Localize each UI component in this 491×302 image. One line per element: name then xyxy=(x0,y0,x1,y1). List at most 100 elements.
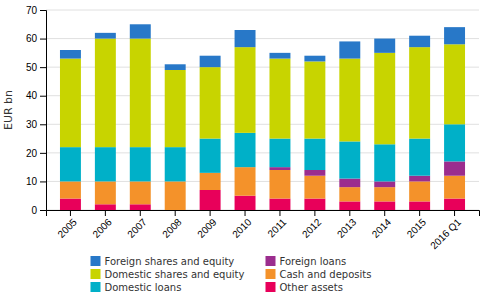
bar xyxy=(235,47,256,133)
legend-swatch xyxy=(91,269,101,279)
bar xyxy=(130,39,151,148)
y-axis-title: EUR bn xyxy=(2,90,15,130)
tick-label: 30 xyxy=(26,119,38,130)
bar xyxy=(339,187,360,201)
bar xyxy=(235,133,256,167)
tick-mark xyxy=(384,210,385,216)
tick-mark xyxy=(245,210,246,216)
bar xyxy=(374,53,395,144)
bar xyxy=(339,59,360,142)
bar xyxy=(339,41,360,58)
bar xyxy=(60,147,81,181)
tick-mark xyxy=(175,210,176,216)
legend-item: Domestic loans xyxy=(91,282,182,293)
axis-line xyxy=(40,11,47,211)
tick-mark xyxy=(40,96,46,97)
legend-swatch xyxy=(266,269,276,279)
bar xyxy=(269,170,290,199)
grid xyxy=(46,10,479,210)
tick-mark xyxy=(40,181,46,182)
legend-swatch xyxy=(266,256,276,266)
bar xyxy=(95,147,116,181)
legend-item: Foreign shares and equity xyxy=(91,256,235,267)
tick-label: 70 xyxy=(26,5,38,16)
bar xyxy=(269,167,290,170)
bar xyxy=(409,47,430,138)
bar xyxy=(409,181,430,201)
tick-label: 2016 Q1 xyxy=(428,216,463,251)
bar xyxy=(200,173,221,190)
bar xyxy=(60,181,81,198)
legend-item: Other assets xyxy=(266,282,343,293)
tick: 2012 xyxy=(300,210,324,240)
tick-mark xyxy=(40,153,46,154)
tick-mark xyxy=(454,210,455,216)
bar xyxy=(339,141,360,178)
tick-label: 2010 xyxy=(230,216,254,240)
series xyxy=(60,39,465,148)
bar xyxy=(95,39,116,148)
bar xyxy=(60,50,81,59)
tick: 2010 xyxy=(230,210,254,240)
bar xyxy=(339,179,360,188)
tick: 40 xyxy=(26,90,46,101)
tick-label: 0 xyxy=(31,205,37,216)
bar xyxy=(444,124,465,161)
bar xyxy=(444,199,465,210)
bar xyxy=(339,201,360,210)
bar xyxy=(269,139,290,168)
tick-label: 2012 xyxy=(300,216,324,240)
legend-item: Domestic shares and equity xyxy=(91,269,245,280)
bar xyxy=(304,176,325,199)
bar xyxy=(269,53,290,59)
legend-swatch xyxy=(91,256,101,266)
y-axis: 010203040506070 xyxy=(26,5,47,216)
legend-label: Domestic shares and equity xyxy=(105,269,245,280)
series xyxy=(269,161,465,187)
series xyxy=(60,24,465,70)
bar xyxy=(130,24,151,38)
bar xyxy=(60,59,81,148)
tick-label: 10 xyxy=(26,176,38,187)
bar xyxy=(444,176,465,199)
tick-mark xyxy=(349,210,350,216)
bar xyxy=(304,56,325,62)
tick-label: 2006 xyxy=(90,216,114,240)
series xyxy=(60,124,465,181)
legend-label: Cash and deposits xyxy=(280,269,372,280)
bar xyxy=(304,170,325,176)
tick-label: 2007 xyxy=(125,216,149,240)
bar xyxy=(165,64,186,70)
bar xyxy=(444,44,465,124)
chart: 0102030405060702005200620072008200920102… xyxy=(0,0,491,302)
tick: 0 xyxy=(31,205,46,216)
tick-mark xyxy=(279,210,280,216)
bar xyxy=(200,67,221,138)
legend-item: Cash and deposits xyxy=(266,269,372,280)
tick-label: 2009 xyxy=(195,216,219,240)
bar xyxy=(235,30,256,47)
tick: 2013 xyxy=(335,210,359,240)
legend-label: Domestic loans xyxy=(105,282,182,293)
tick-mark xyxy=(40,124,46,125)
bar xyxy=(444,161,465,175)
tick: 2005 xyxy=(55,210,79,240)
tick: 10 xyxy=(26,176,46,187)
legend: Foreign shares and equity Domestic shares… xyxy=(91,256,372,293)
tick: 30 xyxy=(26,119,46,130)
bar xyxy=(374,187,395,201)
tick: 60 xyxy=(26,33,46,44)
bar xyxy=(130,204,151,210)
grid-line xyxy=(46,10,479,11)
tick-mark xyxy=(314,210,315,216)
axis-line xyxy=(47,211,480,217)
bar xyxy=(95,204,116,210)
bar xyxy=(165,70,186,147)
tick-label: 20 xyxy=(26,148,38,159)
bar xyxy=(95,33,116,39)
tick-mark xyxy=(70,210,71,216)
tick-mark xyxy=(40,39,46,40)
tick-label: 40 xyxy=(26,90,38,101)
tick-label: 2015 xyxy=(405,216,429,240)
bar xyxy=(409,176,430,182)
